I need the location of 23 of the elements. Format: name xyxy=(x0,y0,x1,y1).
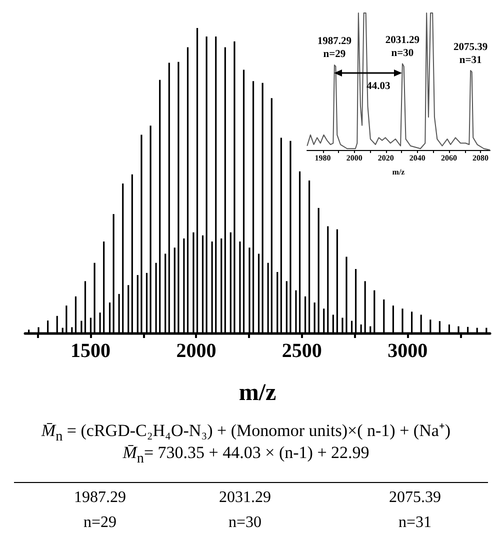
annotation: 2031.29 n=30 xyxy=(385,34,420,60)
x-tick-label: 1980 xyxy=(314,154,331,162)
text: 1987.29 xyxy=(74,489,126,507)
x-tick-label: 2040 xyxy=(409,154,426,162)
text: n=30 xyxy=(228,514,262,532)
text: M̄$_{n}$= 730.35 + 44.03 × (n-1) + 22.99 xyxy=(122,443,370,468)
text: n=31 xyxy=(398,514,432,532)
x-tick-label: 2000 xyxy=(176,340,216,362)
x-tick-label: 3000 xyxy=(388,340,428,362)
x-axis-title: m/z xyxy=(392,168,406,176)
text: n=29 xyxy=(83,514,117,532)
x-tick-label: 1500 xyxy=(70,340,111,362)
x-tick-label: 2500 xyxy=(282,340,322,362)
x-axis-title: m/z xyxy=(238,380,277,406)
annotation: 1987.29 n=29 xyxy=(317,35,352,62)
x-tick-label: 2060 xyxy=(440,154,457,162)
annotation: 2075.39 n=31 xyxy=(454,40,488,67)
x-tick-label: 2000 xyxy=(346,154,362,162)
text: 2075.39 xyxy=(389,489,441,507)
x-tick-label: 2080 xyxy=(472,154,489,162)
text: 2031.29 xyxy=(219,489,271,507)
text: M̄$_{n}$ = (cRGD-C₂H₄O-N₃) + (Monomor units)×( n-1) + (Na⁺) xyxy=(41,421,451,444)
x-tick-label: 2020 xyxy=(378,154,394,162)
